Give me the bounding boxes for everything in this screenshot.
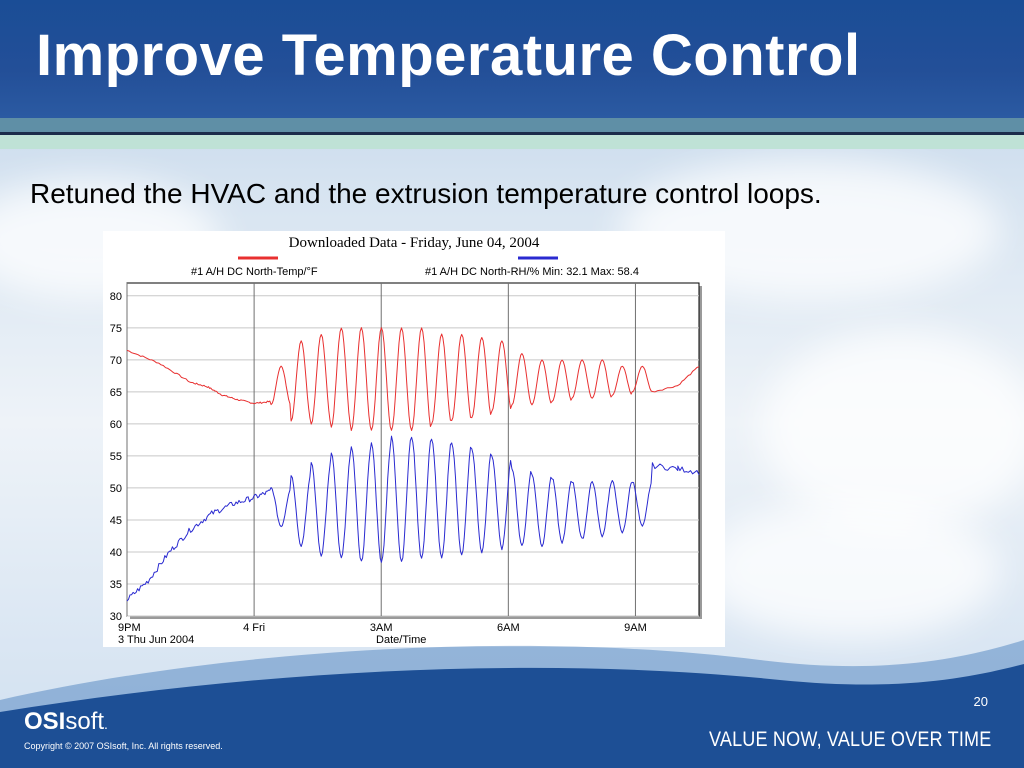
x-tick-label: 3AM [370,622,393,634]
x-tick-sublabel: 3 Thu Jun 2004 [118,634,194,646]
y-tick-label: 30 [110,611,122,623]
copyright-notice: Copyright © 2007 OSIsoft, Inc. All right… [24,741,223,751]
header-stripe [0,135,1024,149]
series-line-temperature [126,327,700,431]
tagline: VALUE NOW, VALUE OVER TIME [708,728,991,751]
plot-area [126,282,700,617]
chart-title: Downloaded Data - Friday, June 04, 2004 [289,235,540,251]
slide-header: Improve Temperature Control [0,0,1024,118]
header-divider [0,132,1024,135]
x-tick-label: 4 Fri [243,622,265,634]
x-tick-label: 6AM [497,622,520,634]
y-tick-label: 60 [110,419,122,431]
logo-light: soft [65,708,105,735]
y-tick-label: 40 [110,547,122,559]
y-tick-label: 70 [110,355,122,367]
y-tick-label: 45 [110,515,122,527]
background-cloud [760,330,1024,530]
y-tick-label: 65 [110,387,122,399]
y-tick-label: 80 [110,291,122,303]
series-line-humidity [126,435,700,602]
osisoft-logo: OSIsoft. [24,708,108,736]
logo-bold: OSI [24,708,66,735]
slide-subtitle: Retuned the HVAC and the extrusion tempe… [30,178,822,209]
logo-mark: . [104,716,108,732]
y-tick-label: 55 [110,451,122,463]
chart-panel: Downloaded Data - Friday, June 04, 2004 #… [103,231,725,647]
x-tick-label: 9AM [624,622,647,634]
y-tick-label: 75 [110,323,122,335]
x-tick-label: 9PM [118,622,141,634]
legend-label: #1 A/H DC North-Temp/°F [191,266,318,278]
y-tick-label: 50 [110,483,122,495]
background-cloud [700,500,1000,640]
header-stripe [0,118,1024,132]
y-tick-label: 35 [110,579,122,591]
x-axis-label: Date/Time [376,634,426,646]
legend-label: #1 A/H DC North-RH/% Min: 32.1 Max: 58.4 [425,266,639,278]
trend-chart: Downloaded Data - Friday, June 04, 2004 #… [110,235,702,646]
slide-title: Improve Temperature Control [36,23,861,88]
page-number: 20 [973,694,988,709]
